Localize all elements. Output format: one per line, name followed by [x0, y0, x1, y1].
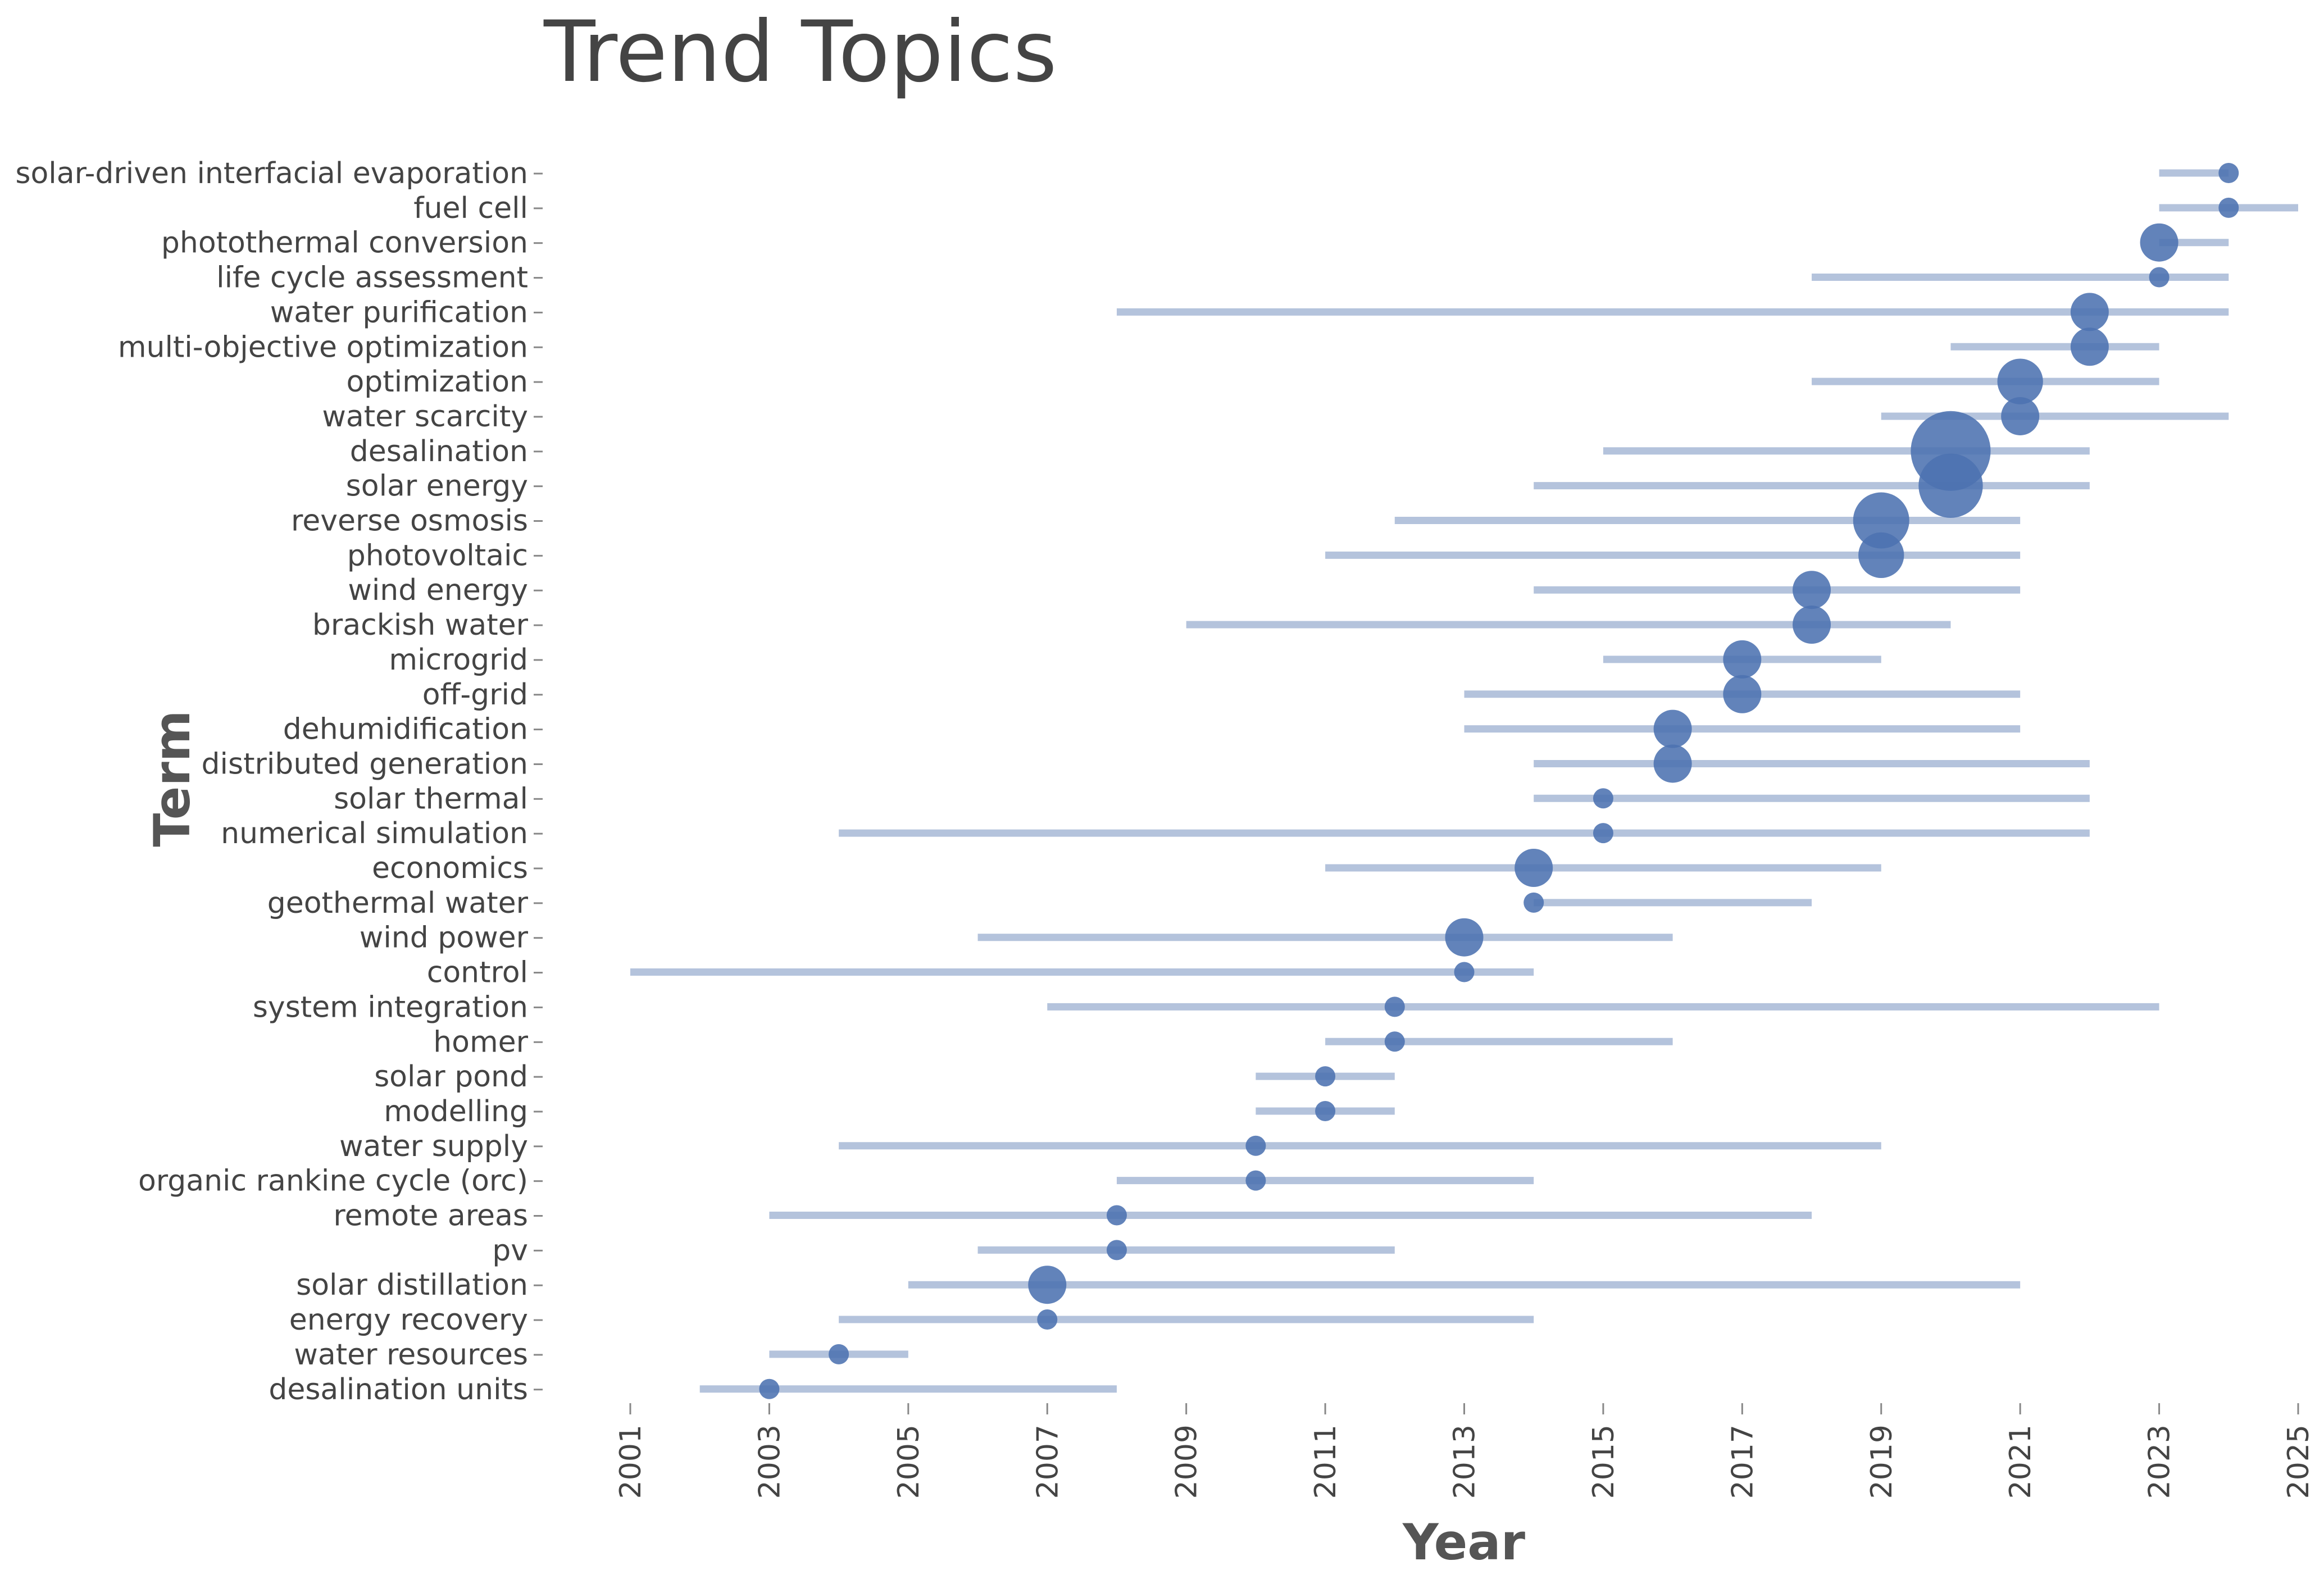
- term-median-point: [829, 1344, 849, 1364]
- term-median-point: [1523, 892, 1544, 913]
- term-median-point: [1918, 453, 1983, 518]
- term-median-point: [1028, 1266, 1067, 1304]
- term-label: off-grid: [422, 678, 528, 712]
- x-tick-label: 2021: [2004, 1425, 2038, 1499]
- chart-title: Trend Topics: [544, 3, 1057, 101]
- x-tick-label: 2025: [2282, 1425, 2316, 1499]
- x-tick-label: 2011: [1309, 1425, 1343, 1499]
- term-median-point: [1793, 571, 1831, 609]
- term-label: photovoltaic: [347, 539, 528, 572]
- term-median-point: [1445, 918, 1484, 957]
- term-median-point: [2070, 327, 2109, 366]
- term-median-point: [1853, 492, 1909, 549]
- term-label: distributed generation: [202, 747, 528, 781]
- term-median-point: [1106, 1205, 1127, 1226]
- term-label: wind power: [360, 921, 529, 955]
- term-label: water supply: [339, 1130, 528, 1163]
- y-axis-label: Term: [143, 710, 201, 847]
- term-label: economics: [372, 852, 528, 885]
- term-label: reverse osmosis: [291, 504, 528, 538]
- term-label: solar distillation: [296, 1268, 528, 1302]
- range-lines-group: [630, 169, 2298, 1393]
- term-label: homer: [433, 1025, 528, 1059]
- term-median-point: [1858, 532, 1904, 578]
- term-median-point: [2218, 197, 2239, 218]
- term-median-point: [2070, 293, 2109, 331]
- term-median-point: [1384, 1031, 1405, 1052]
- term-median-point: [1315, 1066, 1336, 1087]
- term-label: organic rankine cycle (orc): [138, 1164, 528, 1198]
- term-median-point: [1245, 1170, 1266, 1191]
- term-label: life cycle assessment: [216, 261, 528, 295]
- x-tick-label: 2007: [1031, 1425, 1065, 1499]
- term-median-point: [2149, 267, 2170, 288]
- term-label: energy recovery: [289, 1303, 528, 1337]
- term-label: water purification: [270, 295, 528, 329]
- term-label: wind energy: [348, 574, 528, 607]
- term-label: solar pond: [374, 1060, 528, 1094]
- term-label: geothermal water: [267, 886, 529, 920]
- x-tick-label: 2019: [1865, 1425, 1899, 1499]
- term-label: solar energy: [346, 470, 528, 503]
- x-tick-label: 2001: [614, 1425, 648, 1499]
- x-tick-label: 2017: [1726, 1425, 1759, 1499]
- term-label: control: [427, 956, 528, 990]
- term-label: optimization: [346, 365, 528, 399]
- term-median-point: [1793, 606, 1831, 644]
- term-median-point: [1653, 709, 1692, 748]
- term-label: microgrid: [389, 643, 528, 677]
- term-median-point: [1997, 358, 2043, 404]
- term-median-point: [1245, 1135, 1266, 1156]
- term-median-point: [1454, 962, 1475, 982]
- term-label: dehumidification: [283, 713, 528, 747]
- term-label: system integration: [253, 990, 528, 1024]
- term-median-point: [1315, 1100, 1336, 1121]
- term-label: modelling: [384, 1095, 528, 1128]
- x-tick-label: 2003: [753, 1425, 786, 1499]
- x-tick-label: 2005: [892, 1425, 926, 1499]
- median-points-group: [759, 163, 2239, 1399]
- x-tick-label: 2009: [1170, 1425, 1204, 1499]
- term-label: desalination units: [269, 1373, 528, 1407]
- term-median-point: [2140, 223, 2179, 262]
- term-median-point: [759, 1378, 780, 1399]
- term-median-point: [1106, 1240, 1127, 1261]
- term-median-point: [1593, 788, 1613, 809]
- x-tick-label: 2015: [1587, 1425, 1621, 1499]
- term-median-point: [1384, 996, 1405, 1017]
- x-axis-label: Year: [1402, 1513, 1526, 1571]
- term-label: desalination: [350, 435, 528, 468]
- y-tick-labels-group: solar-driven interfacial evaporationfuel…: [15, 157, 543, 1407]
- term-median-point: [1723, 675, 1762, 713]
- term-label: pv: [492, 1234, 528, 1267]
- term-label: solar thermal: [334, 782, 528, 816]
- term-label: water resources: [294, 1338, 528, 1372]
- term-median-point: [1515, 849, 1553, 887]
- term-median-point: [2218, 163, 2239, 183]
- term-median-point: [1723, 640, 1762, 679]
- term-label: solar-driven interfacial evaporation: [15, 157, 528, 190]
- term-median-point: [1593, 823, 1613, 844]
- term-label: photothermal conversion: [161, 226, 528, 260]
- term-median-point: [1653, 744, 1692, 783]
- term-median-point: [1037, 1309, 1058, 1330]
- term-label: fuel cell: [413, 192, 528, 225]
- term-median-point: [2001, 397, 2040, 435]
- term-label: numerical simulation: [221, 817, 528, 850]
- x-ticks-group: 2001 2003 2005 2007 2009 2011 2013 2015 2017 2019…: [614, 1403, 2316, 1499]
- x-tick-label: 2023: [2143, 1425, 2177, 1499]
- term-label: brackish water: [312, 608, 529, 642]
- term-label: multi-objective optimization: [118, 330, 528, 364]
- x-tick-label: 2013: [1448, 1425, 1482, 1499]
- term-label: water scarcity: [322, 400, 528, 434]
- term-label: remote areas: [333, 1199, 528, 1233]
